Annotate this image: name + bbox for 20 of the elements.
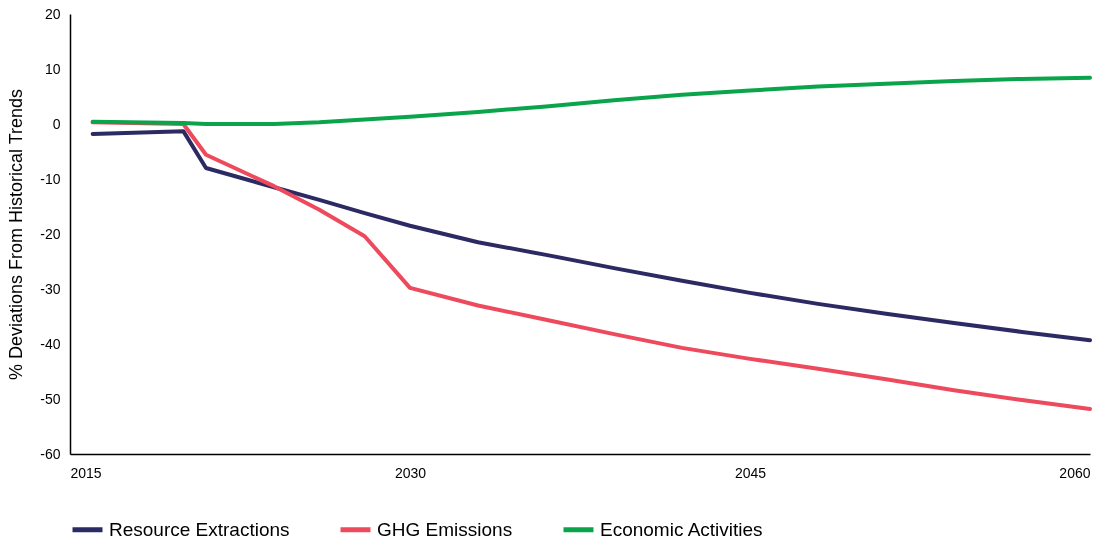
line-series xyxy=(90,120,1092,411)
y-tick-label: -40 xyxy=(40,335,61,352)
x-tick-label: 2030 xyxy=(394,464,427,481)
legend-label: Resource Extractions xyxy=(109,518,290,540)
line-series xyxy=(90,129,1092,343)
legend-label: Economic Activities xyxy=(600,518,763,540)
line-series xyxy=(90,75,1092,126)
y-tick-label: 0 xyxy=(52,115,61,132)
y-tick-label: -20 xyxy=(40,225,61,242)
y-tick-label: -50 xyxy=(40,390,61,407)
y-tick-label: -10 xyxy=(40,170,61,187)
x-tick-label: 2045 xyxy=(734,464,767,481)
y-axis-title: % Deviations From Historical Trends xyxy=(6,88,27,381)
y-tick-label: -60 xyxy=(40,445,61,462)
x-tick-label: 2060 xyxy=(1059,464,1091,481)
legend-label: GHG Emissions xyxy=(377,518,513,540)
y-tick-label: -30 xyxy=(40,280,61,297)
y-tick-label: 20 xyxy=(44,5,61,22)
x-tick-label: 2015 xyxy=(70,464,102,481)
y-tick-label: 10 xyxy=(44,60,61,77)
